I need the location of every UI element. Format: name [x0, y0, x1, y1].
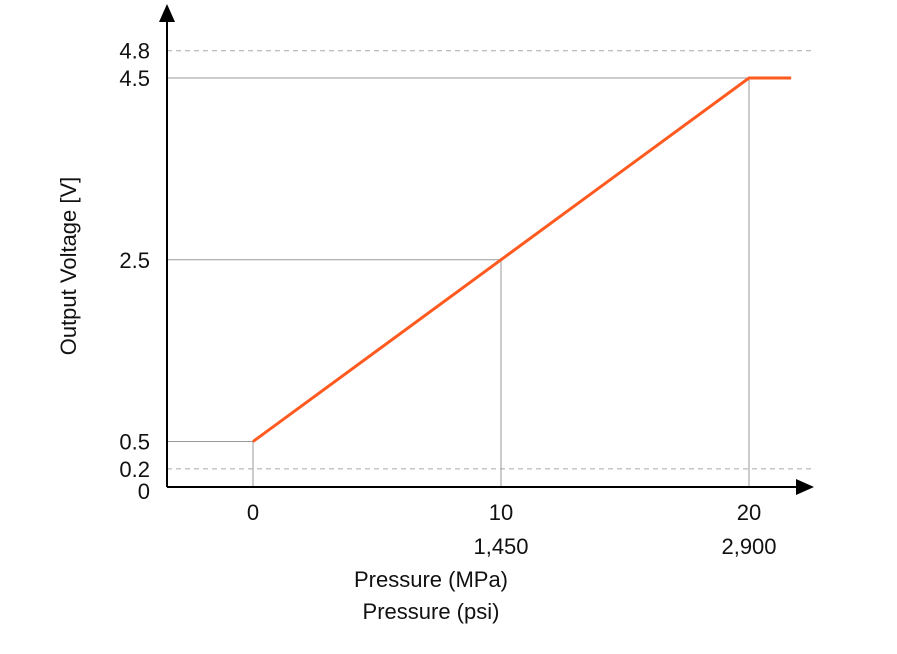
x-tick-label-psi: 2,900 [721, 534, 776, 559]
y-tick-label: 0 [138, 479, 150, 504]
y-tick-label: 0.5 [119, 430, 150, 455]
series-layer [252, 76, 792, 443]
x-axis-arrow [796, 479, 814, 495]
y-tick-label: 0.2 [119, 457, 150, 482]
x-tick-label: 10 [489, 500, 513, 525]
reference-lines [167, 50, 812, 487]
y-axis-title: Output Voltage [V] [56, 177, 81, 356]
series-line-0 [252, 76, 792, 443]
axes [159, 4, 814, 495]
x-tick-label: 0 [247, 500, 259, 525]
x-axis-title-secondary: Pressure (psi) [363, 599, 500, 624]
x-tick-label: 20 [737, 500, 761, 525]
y-axis-arrow [159, 4, 175, 22]
y-tick-label: 4.5 [119, 66, 150, 91]
x-axis-title: Pressure (MPa) [354, 567, 508, 592]
y-tick-label: 4.8 [119, 39, 150, 64]
y-tick-label: 2.5 [119, 248, 150, 273]
x-tick-label-psi: 1,450 [473, 534, 528, 559]
